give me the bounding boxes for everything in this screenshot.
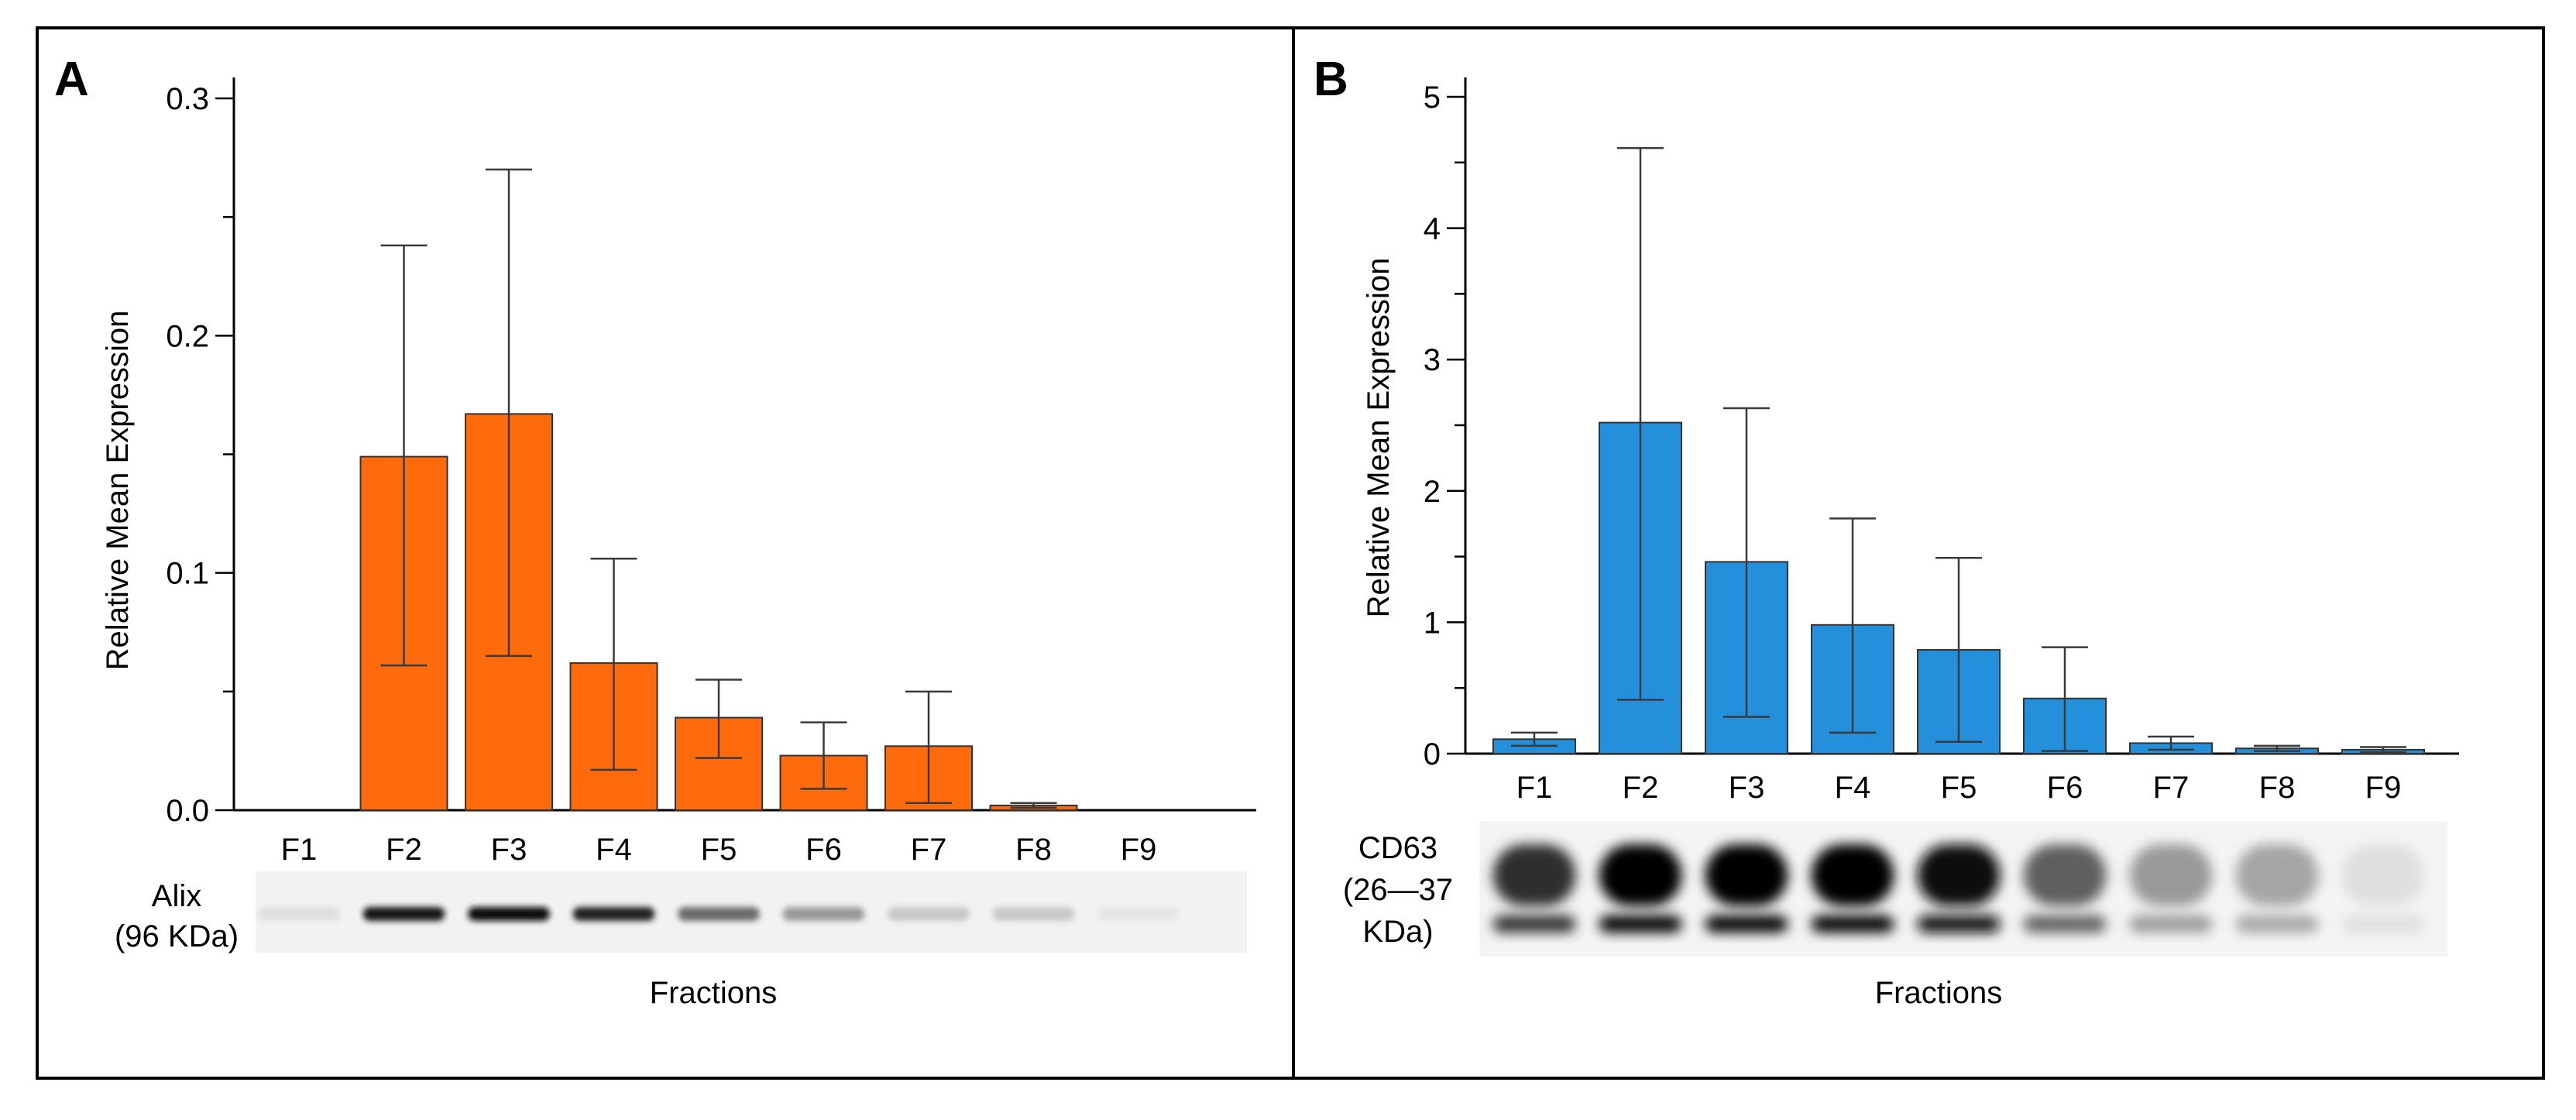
panel-letter-a: A xyxy=(54,53,89,106)
panel-b-western-blot xyxy=(1479,821,2447,957)
y-tick-label: 1 xyxy=(1424,606,1441,640)
x-tick-label: F1 xyxy=(1516,771,1553,805)
panel-a-bars xyxy=(359,168,1078,812)
panel-a-x-tick-labels: F1 F2 F3 F4 F5 F6 F7 F8 F9 xyxy=(281,833,1157,867)
blot-band-f1 xyxy=(1492,844,1576,906)
blot-label-line: CD63 xyxy=(1358,831,1437,865)
y-tick-label: 2 xyxy=(1424,475,1441,509)
x-tick-label: F3 xyxy=(491,833,527,867)
blot-label-line: (96 KDa) xyxy=(115,919,239,953)
panel-b-bars xyxy=(1492,146,2425,755)
error-bar-f9 xyxy=(2360,746,2406,754)
error-bar-f8 xyxy=(1010,802,1057,809)
panel-b-x-tick-labels: F1 F2 F3 F4 F5 F6 F7 F8 F9 xyxy=(1516,771,2402,805)
y-tick-label: 0.3 xyxy=(166,82,209,116)
x-tick-label: F4 xyxy=(596,833,632,867)
error-bar-f2 xyxy=(1617,146,1664,701)
blot-band-f3 xyxy=(1705,844,1788,906)
blot-band-lower-f1 xyxy=(1492,916,1576,933)
y-tick-label: 0.2 xyxy=(166,319,209,353)
panel-a: A Relative Mean Expression 0.00.10.20.3 … xyxy=(54,53,1256,1010)
blot-band-f9 xyxy=(2341,844,2425,906)
x-tick-label: F8 xyxy=(2259,771,2296,805)
blot-label-line: KDa) xyxy=(1362,915,1433,949)
x-tick-label: F1 xyxy=(281,833,318,867)
blot-band-lower-f4 xyxy=(1811,916,1894,933)
blot-band-lower-f7 xyxy=(2129,916,2213,933)
error-bar-f8 xyxy=(2254,744,2300,752)
error-bar-f7 xyxy=(905,690,952,805)
error-bar-f2 xyxy=(380,244,428,667)
x-tick-label: F7 xyxy=(2153,771,2190,805)
panel-a-y-axis-title: Relative Mean Expression xyxy=(101,311,135,671)
blot-band-f5 xyxy=(1917,844,2001,906)
y-tick-label: 5 xyxy=(1424,81,1441,115)
blot-band-lower-f5 xyxy=(1917,916,2001,933)
blot-band-f9 xyxy=(1097,907,1180,921)
blot-band-f6 xyxy=(782,907,865,921)
blot-band-lower-f9 xyxy=(2341,916,2425,933)
panel-a-y-axis: 0.0 0.1 0.2 0.3 xyxy=(166,77,1256,828)
x-tick-label: F7 xyxy=(911,833,947,867)
blot-band-f6 xyxy=(2023,844,2107,906)
blot-band-f7 xyxy=(888,907,970,921)
y-tick-label: 0.0 xyxy=(166,794,209,828)
blot-band-f5 xyxy=(678,907,760,921)
error-bar-f4 xyxy=(1829,517,1876,734)
error-bar-f5 xyxy=(696,679,742,759)
blot-label-line: Alix xyxy=(152,879,201,913)
panel-b: B Relative Mean Expression 0 1 2 3 4 5 F1 F2 F3… xyxy=(1314,53,2459,1010)
panel-a-western-blot xyxy=(256,871,1247,953)
blot-band-lower-f3 xyxy=(1705,916,1788,933)
blot-band-f4 xyxy=(572,907,655,921)
blot-band-lower-f8 xyxy=(2235,916,2319,933)
error-bar-f4 xyxy=(590,558,637,771)
error-bar-f3 xyxy=(486,168,532,658)
blot-band-f3 xyxy=(468,907,550,921)
blot-band-lower-f6 xyxy=(2023,916,2107,933)
x-tick-label: F9 xyxy=(2365,771,2402,805)
blot-band-f8 xyxy=(2235,844,2319,906)
blot-band-f2 xyxy=(362,907,445,921)
x-tick-label: F4 xyxy=(1835,771,1871,805)
panel-letter-b: B xyxy=(1314,53,1348,106)
blot-band-f8 xyxy=(992,907,1075,921)
x-tick-label: F5 xyxy=(1941,771,1977,805)
x-tick-label: F3 xyxy=(1729,771,1765,805)
x-tick-label: F9 xyxy=(1121,833,1157,867)
error-bar-f7 xyxy=(2148,735,2194,751)
y-tick-label: 0.1 xyxy=(166,557,209,591)
blot-label-line: (26—37 xyxy=(1343,873,1453,907)
error-bar-f5 xyxy=(1935,557,1982,743)
x-tick-label: F2 xyxy=(386,833,422,867)
x-tick-label: F8 xyxy=(1015,833,1052,867)
blot-band-f4 xyxy=(1811,844,1894,906)
x-tick-label: F5 xyxy=(701,833,737,867)
figure-border xyxy=(36,26,2545,1080)
panel-a-x-axis-title: Fractions xyxy=(650,976,778,1010)
y-tick-label: 0 xyxy=(1424,737,1441,771)
error-bar-f3 xyxy=(1723,407,1770,718)
blot-band-f2 xyxy=(1599,844,1682,906)
panel-b-blot-label: CD63 (26—37 KDa) xyxy=(1343,831,1453,949)
x-tick-label: F6 xyxy=(805,833,842,867)
y-tick-label: 3 xyxy=(1424,343,1441,377)
blot-band-f7 xyxy=(2129,844,2213,906)
panel-a-blot-label: Alix (96 KDa) xyxy=(115,879,239,953)
blot-band-f1 xyxy=(258,907,340,921)
y-tick-label: 4 xyxy=(1424,212,1441,246)
x-tick-label: F2 xyxy=(1623,771,1659,805)
blot-band-lower-f2 xyxy=(1599,916,1682,933)
x-tick-label: F6 xyxy=(2047,771,2083,805)
panel-b-x-axis-title: Fractions xyxy=(1875,976,2003,1010)
error-bar-f1 xyxy=(1511,731,1558,747)
error-bar-f6 xyxy=(2042,646,2088,752)
panel-b-y-axis-title: Relative Mean Expression xyxy=(1362,258,1396,618)
error-bar-f6 xyxy=(800,721,847,790)
